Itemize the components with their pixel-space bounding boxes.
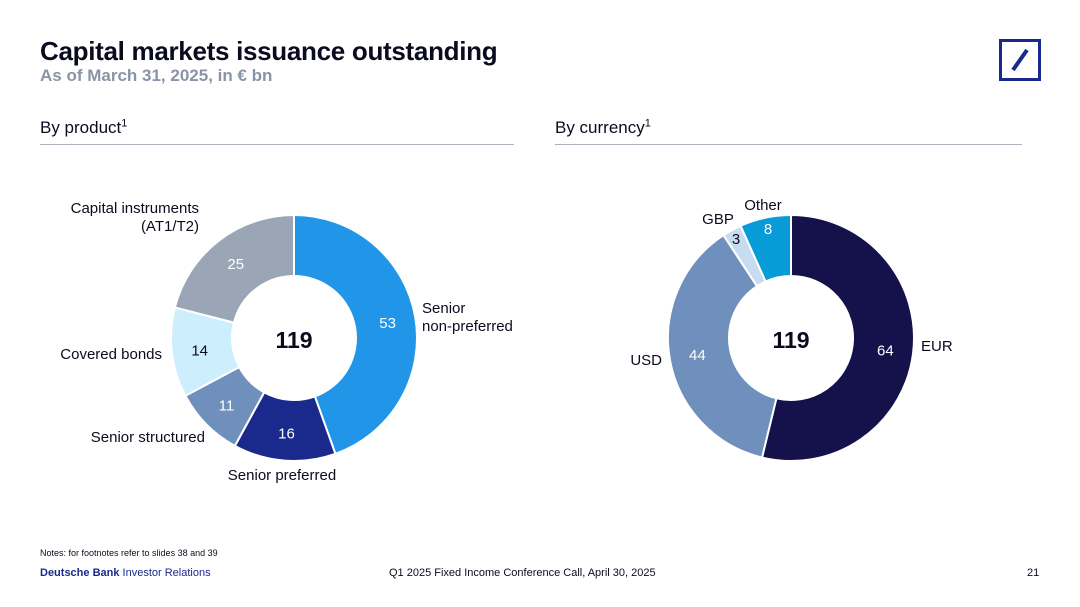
section-divider-product [40,144,514,145]
category-label-capital-instruments-at1-t2: Capital instruments (AT1/T2) [71,200,199,235]
value-label-capital-instruments-at1-t2: 25 [227,256,244,273]
category-label-other: Other [744,197,782,214]
slice-eur [760,213,915,462]
footer-event: Q1 2025 Fixed Income Conference Call, Ap… [389,567,656,579]
value-label-usd: 44 [689,347,706,364]
deutsche-bank-logo-icon [999,39,1041,81]
page-number: 21 [1027,567,1040,579]
donut-total-label: 119 [275,327,312,353]
category-label-gbp: GBP [702,211,734,228]
value-label-gbp: 3 [732,231,740,248]
donut-chart-by-product: 53 Senior non-preferred 16 Senior preferred 1… [60,200,513,484]
section-title-product: By product1 [40,118,127,138]
slice-usd [667,233,778,459]
slice-capital-instruments-at1-t2 [173,213,295,324]
footnote-notes: Notes: for footnotes refer to slides 38 … [40,548,218,558]
section-title-currency: By currency1 [555,118,651,138]
footnote-mark-product: 1 [121,117,128,130]
value-label-senior-structured: 11 [219,398,235,415]
value-label-eur: 64 [877,342,894,359]
section-title-currency-text: By currency [555,118,645,137]
donut-total-label: 119 [772,327,809,353]
category-label-senior-structured: Senior structured [91,429,205,446]
footnote-mark-currency: 1 [644,117,651,130]
category-label-covered-bonds: Covered bonds [60,346,162,363]
footer-brand-suffix: Investor Relations [119,567,211,579]
category-label-eur: EUR [921,338,953,355]
category-label-usd: USD [630,352,662,369]
value-label-other: 8 [764,221,772,238]
page-title: Capital markets issuance outstanding [40,36,498,66]
slice-other [739,213,792,283]
slice-senior-non-preferred [293,213,418,456]
category-label-senior-preferred: Senior preferred [228,467,336,484]
section-divider-currency [555,144,1022,145]
donut-chart-by-currency: 64 EUR 44 USD 3 GBP 8 Other 119 [630,197,953,462]
footer-brand: Deutsche Bank Investor Relations [40,567,211,579]
page-subtitle: As of March 31, 2025, in € bn [40,66,273,85]
value-label-senior-non-preferred: 53 [379,315,396,332]
value-label-covered-bonds: 14 [191,342,208,359]
value-label-senior-preferred: 16 [278,426,295,443]
section-title-product-text: By product [40,118,122,137]
category-label-senior-non-preferred: Senior non-preferred [422,300,513,335]
footer-brand-name: Deutsche Bank [40,567,120,579]
